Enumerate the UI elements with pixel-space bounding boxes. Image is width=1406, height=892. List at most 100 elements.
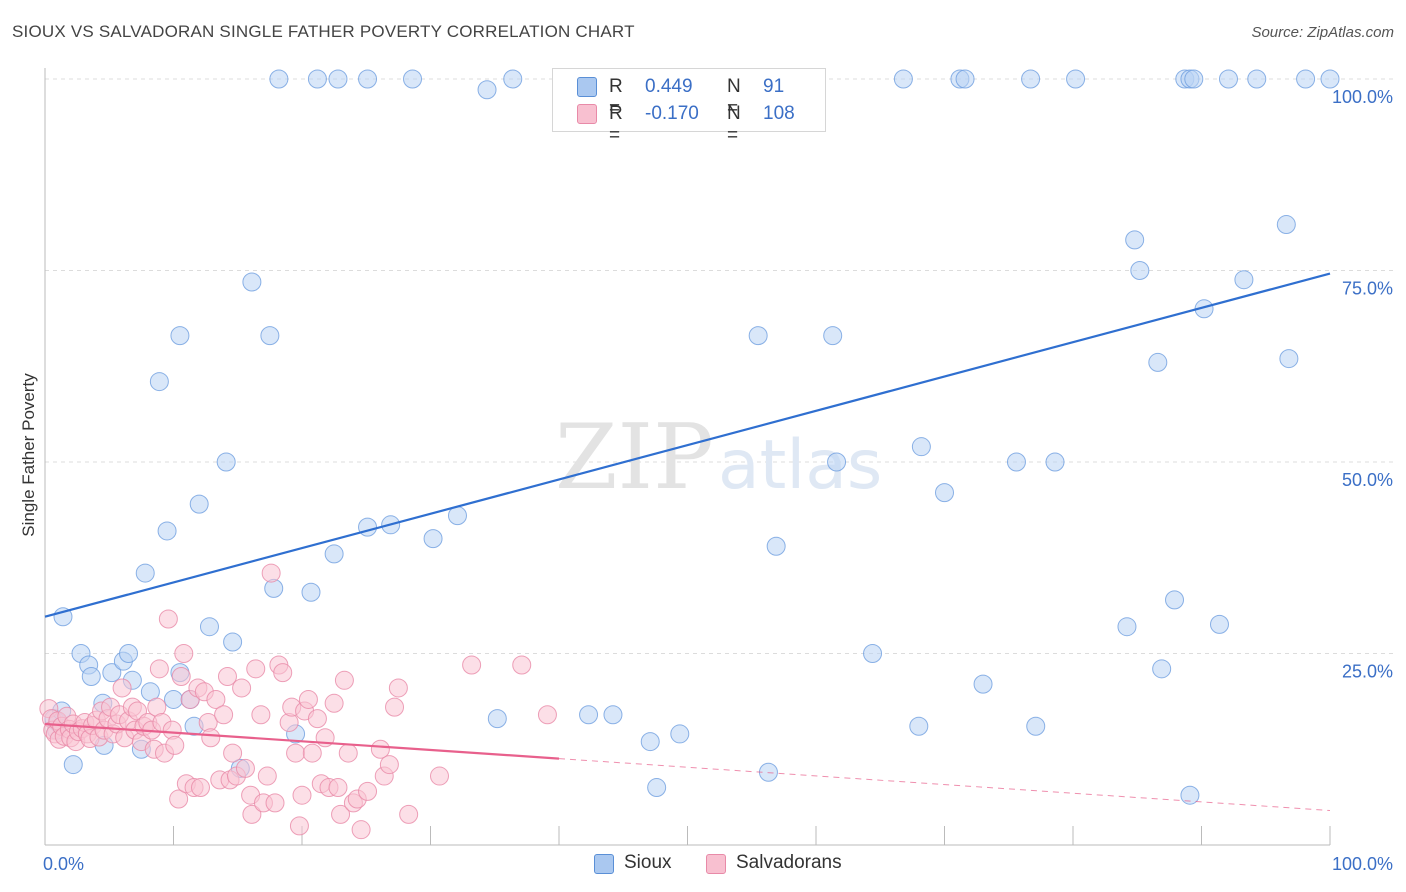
trend-line-salvadorans: [44, 722, 560, 760]
y-tick-label: 25.0%: [1342, 662, 1393, 682]
data-point-sioux: [670, 724, 690, 744]
data-point-salvadorans: [158, 609, 178, 629]
data-point-sioux: [216, 452, 236, 472]
data-point-sioux: [640, 732, 660, 752]
data-point-sioux: [307, 69, 327, 89]
data-point-salvadorans: [217, 666, 237, 686]
data-point-salvadorans: [242, 804, 262, 824]
data-point-sioux: [935, 483, 954, 503]
data-point-salvadorans: [379, 755, 399, 775]
data-point-sioux: [81, 666, 101, 686]
data-point-sioux: [135, 563, 155, 583]
data-point-sioux: [1026, 716, 1046, 736]
data-point-sioux: [503, 69, 523, 89]
data-point-salvadorans: [298, 689, 318, 709]
data-point-sioux: [579, 705, 599, 725]
data-point-sioux: [827, 452, 847, 472]
data-point-salvadorans: [429, 766, 449, 786]
data-point-sioux: [603, 705, 623, 725]
legend-n-label: N =: [727, 76, 741, 119]
data-point-sioux: [477, 80, 497, 100]
data-point-sioux: [1234, 270, 1254, 290]
y-tick-label: 75.0%: [1342, 279, 1393, 299]
data-point-sioux: [301, 582, 321, 602]
data-point-sioux: [102, 663, 122, 683]
data-point-salvadorans: [257, 766, 277, 786]
data-point-salvadorans: [302, 743, 322, 763]
data-point-salvadorans: [331, 804, 351, 824]
data-point-sioux: [1152, 659, 1172, 679]
data-point-salvadorans: [388, 678, 408, 698]
data-point-salvadorans: [292, 785, 312, 805]
data-point-salvadorans: [286, 743, 306, 763]
data-point-sioux: [487, 709, 507, 729]
trend-line-sioux: [44, 272, 1331, 618]
data-point-sioux: [1180, 785, 1200, 805]
data-point-sioux: [1117, 617, 1137, 637]
data-point-sioux: [63, 755, 83, 775]
data-point-sioux: [863, 644, 883, 663]
data-point-sioux: [1218, 69, 1238, 89]
data-point-sioux: [324, 544, 344, 564]
data-point-sioux: [1209, 614, 1229, 634]
watermark-atlas: atlas: [718, 426, 882, 505]
data-point-salvadorans: [165, 735, 185, 755]
data-point-salvadorans: [246, 659, 266, 679]
data-point-sioux: [1006, 452, 1026, 472]
data-point-sioux: [328, 69, 348, 89]
legend-n-value: 91: [763, 76, 785, 97]
data-point-salvadorans: [537, 705, 557, 725]
legend-r-value: 0.449: [645, 76, 693, 97]
data-point-sioux: [973, 674, 993, 694]
data-point-sioux: [893, 69, 913, 89]
data-point-sioux: [909, 716, 929, 736]
data-point-sioux: [911, 437, 931, 457]
data-point-sioux: [1320, 69, 1340, 89]
data-point-sioux: [223, 632, 243, 652]
gridlines: [45, 78, 1395, 654]
data-point-sioux: [1247, 69, 1267, 89]
bottom-legend-label-salvadorans: Salvadorans: [736, 852, 842, 873]
data-point-sioux: [1296, 69, 1316, 89]
y-axis-label: Single Father Poverty: [19, 373, 38, 537]
y-tick-label: 100.0%: [1332, 87, 1393, 107]
data-point-salvadorans: [338, 743, 358, 763]
x-tick-label: 0.0%: [43, 854, 84, 874]
data-point-salvadorans: [112, 678, 132, 698]
watermark-zip: ZIP: [555, 405, 714, 510]
data-point-sioux: [358, 69, 378, 89]
data-point-sioux: [423, 529, 443, 549]
data-point-salvadorans: [328, 778, 348, 798]
data-point-salvadorans: [169, 789, 189, 809]
legend-swatch-salvadorans: [577, 104, 597, 124]
data-point-salvadorans: [171, 666, 191, 686]
data-point-salvadorans: [370, 739, 390, 759]
trend-line-extension-salvadorans: [558, 758, 1331, 812]
data-point-salvadorans: [261, 563, 281, 583]
data-point-salvadorans: [223, 743, 243, 763]
data-point-sioux: [1279, 349, 1299, 369]
data-point-salvadorans: [190, 778, 210, 798]
legend-n-label: N =: [727, 103, 741, 146]
data-point-sioux: [1045, 452, 1065, 472]
stats-legend: R = 0.449 N = 91 R = -0.170 N = 108: [552, 68, 826, 146]
legend-r-label: R =: [609, 76, 623, 119]
y-tick-label: 50.0%: [1342, 470, 1393, 490]
data-point-sioux: [766, 536, 786, 556]
data-point-salvadorans: [399, 804, 419, 824]
data-point-sioux: [269, 69, 289, 89]
data-point-sioux: [1021, 69, 1041, 89]
data-points: [39, 69, 1340, 840]
data-point-sioux: [189, 494, 209, 514]
data-point-salvadorans: [307, 709, 327, 729]
bottom-legend-swatch-sioux: [594, 854, 614, 874]
data-point-salvadorans: [324, 693, 344, 713]
data-point-sioux: [1184, 69, 1204, 89]
data-point-sioux: [1148, 352, 1168, 372]
data-point-salvadorans: [232, 678, 252, 698]
data-point-sioux: [157, 521, 177, 541]
chart-source: Source: ZipAtlas.com: [1251, 24, 1394, 41]
data-point-sioux: [1125, 230, 1145, 250]
data-point-sioux: [164, 689, 183, 709]
